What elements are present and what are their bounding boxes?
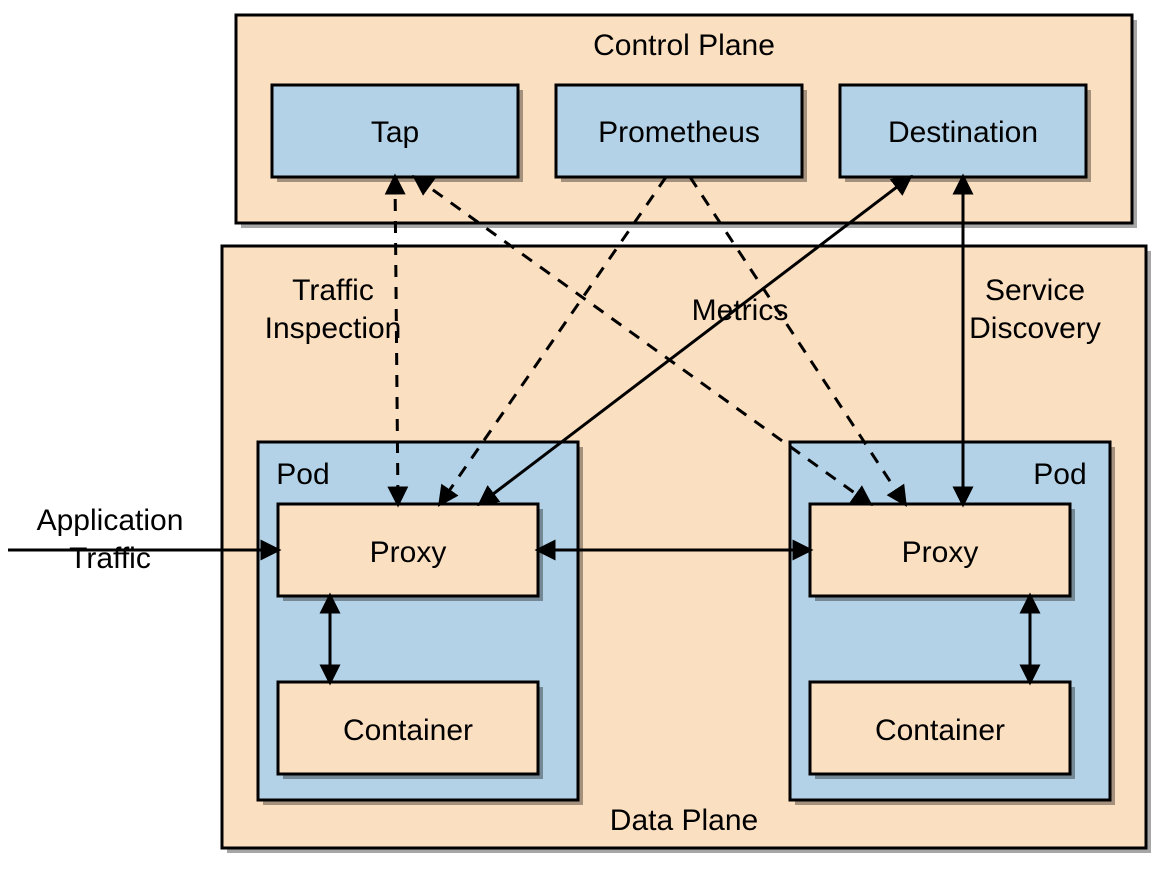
tap-label: Tap (371, 116, 419, 149)
prometheus-label: Prometheus (598, 116, 760, 149)
container-left-label: Container (343, 714, 473, 747)
proxy-left-label: Proxy (370, 536, 447, 569)
application-traffic-label-2: Traffic (69, 542, 151, 575)
data-plane-label: Data Plane (610, 804, 758, 837)
control-plane-label: Control Plane (593, 29, 775, 62)
pod-right-label: Pod (1033, 458, 1086, 491)
pod-left-label: Pod (276, 458, 329, 491)
traffic-inspection-label-1: Traffic (292, 274, 374, 307)
destination-label: Destination (888, 116, 1038, 149)
metrics-label: Metrics (692, 294, 789, 327)
container-right-label: Container (875, 714, 1005, 747)
application-traffic-label-1: Application (37, 504, 184, 537)
traffic-inspection-label-2: Inspection (265, 312, 402, 345)
service-discovery-label-2: Discovery (969, 312, 1101, 345)
service-discovery-label-1: Service (985, 274, 1085, 307)
proxy-right-label: Proxy (902, 536, 979, 569)
